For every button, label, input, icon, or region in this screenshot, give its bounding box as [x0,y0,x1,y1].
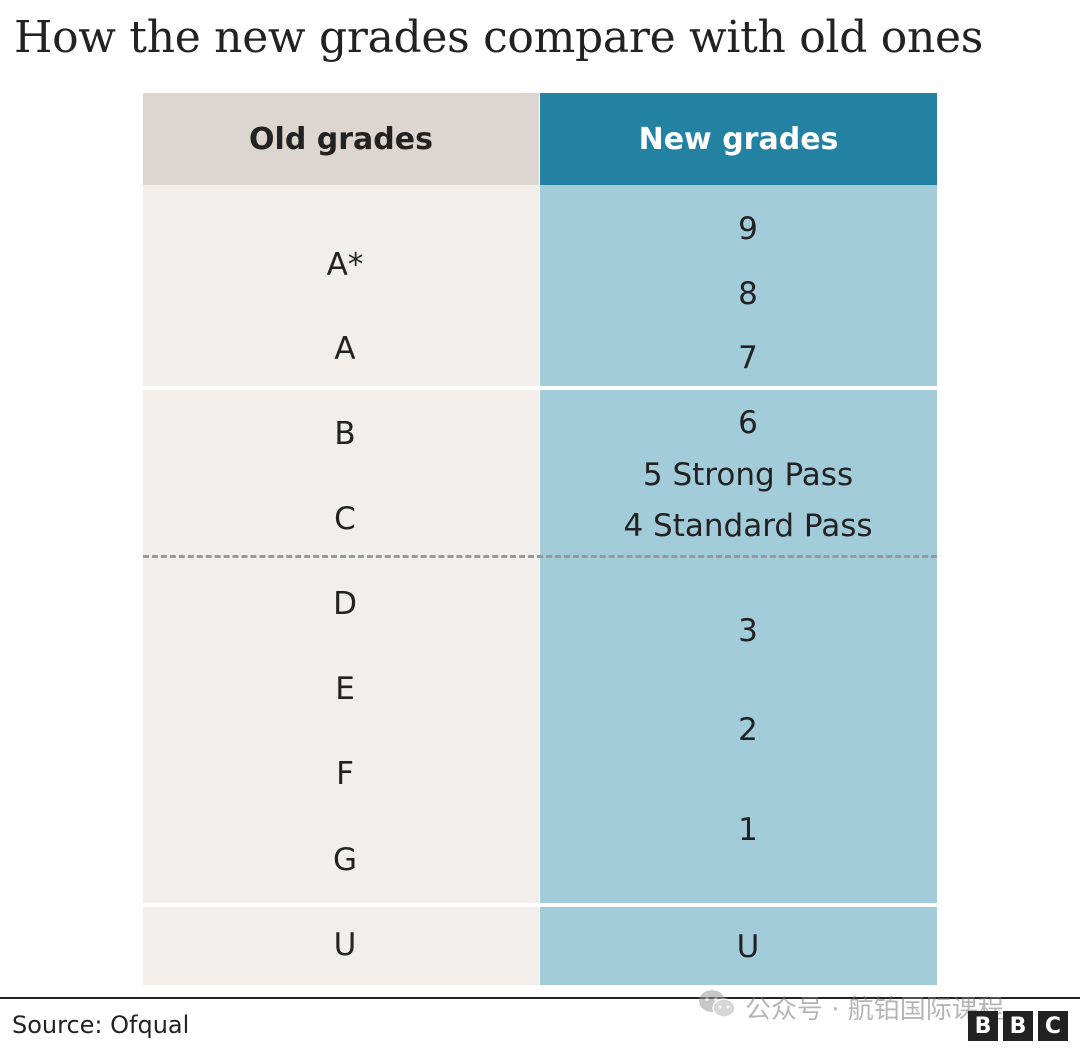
new-grade-cell: 2 [738,712,758,748]
old-grade-cell: B [334,416,356,452]
new-grade-cell: 4 Standard Pass [623,508,873,544]
new-grade-cell: 1 [738,812,758,848]
watermark: 公众号 · 航铂国际课程 [697,988,1004,1027]
new-grade-cell: 8 [738,276,758,312]
old-grade-cell: F [336,756,354,792]
wechat-icon [697,988,737,1027]
standard-pass-divider [143,555,937,558]
bbc-logo-letter: B [1003,1011,1033,1041]
new-grade-cell: 6 [738,405,758,441]
old-grades-header: Old grades [143,93,539,185]
footer-rule [0,997,1080,999]
new-grade-cell: 5 Strong Pass [642,457,854,493]
grades-comparison-table: Old grades New grades A* A B C D E F G U… [143,93,937,985]
band-divider [143,903,937,907]
bbc-logo: B B C [968,1011,1068,1041]
watermark-text: 公众号 · 航铂国际课程 [745,995,1004,1025]
new-grade-cell: 9 [738,211,758,247]
old-grade-cell: E [335,671,355,707]
old-grade-cell: G [332,842,358,878]
bbc-logo-letter: B [968,1011,998,1041]
old-grade-cell: A [334,331,356,367]
new-grades-header: New grades [540,93,937,185]
old-grade-cell: A* [326,247,364,283]
old-grades-column [143,185,539,985]
new-grade-cell: 3 [738,613,758,649]
new-grades-column [540,185,937,985]
old-grade-cell: D [333,586,357,622]
bbc-logo-letter: C [1038,1011,1068,1041]
old-grade-cell: C [334,501,356,537]
band-divider [143,386,937,390]
chart-title: How the new grades compare with old ones [14,12,983,63]
source-note: Source: Ofqual [12,1011,190,1039]
new-grade-cell: U [736,929,760,965]
new-grade-cell: 7 [738,340,758,376]
old-grade-cell: U [333,927,357,963]
